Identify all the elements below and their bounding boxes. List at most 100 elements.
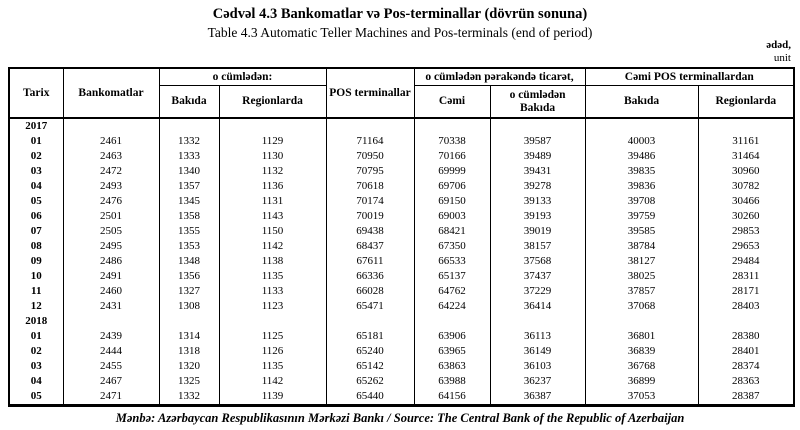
data-cell: 1135 (218, 269, 327, 284)
data-cell: 28374 (697, 359, 795, 374)
table-row: 06 2501 1358 1143 70019 69003 39193 39759 30260 (8, 209, 795, 224)
data-cell: 37568 (489, 254, 586, 269)
data-cell: 36149 (489, 344, 586, 359)
data-cell: 30260 (697, 209, 795, 224)
data-cell: 1356 (158, 269, 220, 284)
data-cell: 1126 (218, 344, 327, 359)
data-cell: 65142 (325, 359, 415, 374)
table-row: 07 2505 1355 1150 69438 68421 39019 39585 29853 (8, 224, 795, 239)
unit-note: ədəd, unit (766, 39, 791, 65)
data-cell: 63906 (413, 329, 491, 344)
month-label: 05 (8, 194, 64, 209)
data-cell: 36237 (489, 374, 586, 389)
data-cell: 68437 (325, 239, 415, 254)
month-label: 02 (8, 344, 64, 359)
data-cell: 2431 (62, 299, 160, 314)
col-header-pos-regionlarda: Regionlarda (697, 85, 795, 119)
data-cell: 1332 (158, 134, 220, 149)
data-cell: 37068 (584, 299, 699, 314)
data-cell: 70166 (413, 149, 491, 164)
data-cell: 1333 (158, 149, 220, 164)
data-cell (62, 118, 160, 134)
data-cell: 69999 (413, 164, 491, 179)
data-cell: 1123 (218, 299, 327, 314)
data-cell: 1133 (218, 284, 327, 299)
table-row: 02 2444 1318 1126 65240 63965 36149 36839 28401 (8, 344, 795, 359)
data-cell (413, 314, 491, 329)
table-row: 08 2495 1353 1142 68437 67350 38157 38784 29653 (8, 239, 795, 254)
data-cell (325, 118, 415, 134)
data-cell: 39585 (584, 224, 699, 239)
data-cell: 67350 (413, 239, 491, 254)
data-cell: 1136 (218, 179, 327, 194)
data-cell: 39431 (489, 164, 586, 179)
data-cell: 64224 (413, 299, 491, 314)
data-cell: 2444 (62, 344, 160, 359)
data-cell: 28401 (697, 344, 795, 359)
data-cell: 2491 (62, 269, 160, 284)
month-label: 04 (8, 179, 64, 194)
data-cell: 29653 (697, 239, 795, 254)
data-cell: 2476 (62, 194, 160, 209)
data-cell: 39489 (489, 149, 586, 164)
data-cell: 2471 (62, 389, 160, 406)
data-cell: 2493 (62, 179, 160, 194)
data-cell: 1355 (158, 224, 220, 239)
data-cell: 68421 (413, 224, 491, 239)
data-cell: 1130 (218, 149, 327, 164)
data-cell: 1358 (158, 209, 220, 224)
data-cell: 70338 (413, 134, 491, 149)
data-cell: 1142 (218, 239, 327, 254)
data-cell: 36899 (584, 374, 699, 389)
data-cell: 65440 (325, 389, 415, 406)
data-cell: 30466 (697, 194, 795, 209)
data-cell: 69150 (413, 194, 491, 209)
data-cell: 38784 (584, 239, 699, 254)
header-row-groups: Tarix Bankomatlar o cümlədən: POS termin… (8, 67, 795, 119)
data-cell: 64156 (413, 389, 491, 406)
data-cell: 69003 (413, 209, 491, 224)
data-cell: 39133 (489, 194, 586, 209)
table-row: 05 2471 1332 1139 65440 64156 36387 37053 28387 (8, 389, 795, 406)
data-cell: 63863 (413, 359, 491, 374)
data-cell: 39708 (584, 194, 699, 209)
data-cell: 1348 (158, 254, 220, 269)
data-cell: 28403 (697, 299, 795, 314)
data-cell (489, 118, 586, 134)
table-row: 12 2431 1308 1123 65471 64224 36414 37068 28403 (8, 299, 795, 314)
data-cell: 29853 (697, 224, 795, 239)
col-group-perakende-ticaret: o cümlədən pərakəndə ticarət, (413, 67, 586, 86)
data-cell: 36414 (489, 299, 586, 314)
data-cell: 2505 (62, 224, 160, 239)
data-cell: 65137 (413, 269, 491, 284)
data-cell: 1139 (218, 389, 327, 406)
data-cell: 36801 (584, 329, 699, 344)
data-cell: 2486 (62, 254, 160, 269)
data-cell: 1353 (158, 239, 220, 254)
data-cell (62, 314, 160, 329)
data-cell: 36103 (489, 359, 586, 374)
table-title-az: Cədvəl 4.3 Bankomatlar və Pos-terminalla… (212, 6, 588, 22)
data-cell: 1357 (158, 179, 220, 194)
data-cell: 1318 (158, 344, 220, 359)
data-cell: 39019 (489, 224, 586, 239)
data-cell: 65262 (325, 374, 415, 389)
data-cell: 37437 (489, 269, 586, 284)
data-cell: 2495 (62, 239, 160, 254)
col-group-cemi-pos-terminallardan: Cəmi POS terminallardan (584, 67, 795, 86)
data-cell (489, 314, 586, 329)
month-label: 11 (8, 284, 64, 299)
data-cell: 38157 (489, 239, 586, 254)
data-cell: 71164 (325, 134, 415, 149)
month-label: 05 (8, 389, 64, 406)
data-cell: 40003 (584, 134, 699, 149)
month-label: 06 (8, 209, 64, 224)
data-cell: 1327 (158, 284, 220, 299)
data-cell: 1325 (158, 374, 220, 389)
data-cell: 70019 (325, 209, 415, 224)
col-header-bakida: Bakıda (158, 85, 220, 119)
data-cell: 2463 (62, 149, 160, 164)
col-group-o-cumleden: o cümlədən: (158, 67, 327, 86)
col-header-tarix: Tarix (8, 67, 64, 119)
